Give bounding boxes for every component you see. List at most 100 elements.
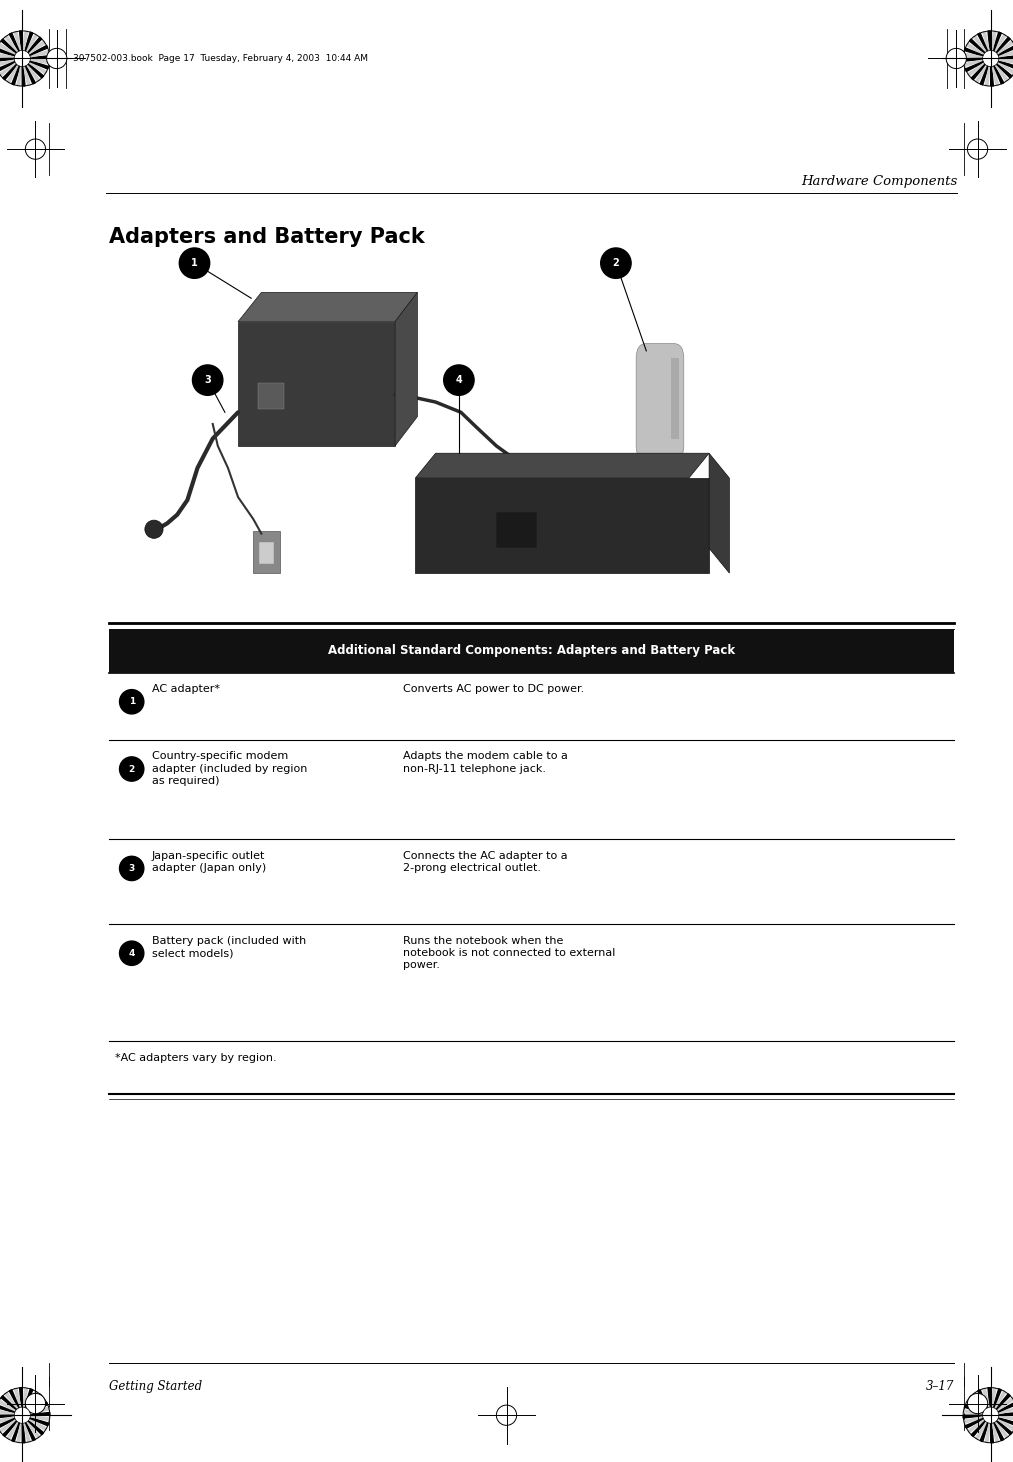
Text: Hardware Components: Hardware Components [801, 175, 957, 187]
Polygon shape [14, 1389, 20, 1408]
FancyBboxPatch shape [636, 344, 684, 461]
Text: 2: 2 [613, 259, 619, 268]
Polygon shape [976, 66, 987, 83]
Polygon shape [965, 61, 984, 72]
Polygon shape [0, 60, 14, 66]
Polygon shape [0, 1418, 15, 1428]
Polygon shape [28, 1421, 44, 1434]
Polygon shape [23, 1387, 27, 1408]
Text: *AC adapters vary by region.: *AC adapters vary by region. [115, 1053, 278, 1063]
Text: 2: 2 [129, 765, 135, 773]
Text: 3: 3 [205, 376, 211, 385]
Polygon shape [966, 44, 984, 54]
Ellipse shape [25, 139, 46, 159]
Text: 307502-003.book  Page 17  Tuesday, February 4, 2003  10:44 AM: 307502-003.book Page 17 Tuesday, Februar… [73, 54, 368, 63]
Polygon shape [981, 1423, 989, 1442]
Polygon shape [963, 1415, 983, 1418]
Polygon shape [12, 66, 20, 85]
Polygon shape [0, 63, 16, 76]
Polygon shape [30, 56, 50, 58]
Polygon shape [999, 56, 1013, 58]
Polygon shape [24, 66, 30, 85]
Polygon shape [0, 58, 14, 61]
Polygon shape [238, 292, 417, 322]
Text: Country-specific modem
adapter (included by region
as required): Country-specific modem adapter (included… [152, 751, 307, 787]
Polygon shape [986, 66, 990, 86]
Polygon shape [30, 51, 50, 57]
Polygon shape [995, 1421, 1008, 1439]
Polygon shape [992, 31, 996, 51]
Polygon shape [26, 34, 37, 51]
Polygon shape [981, 66, 989, 85]
Polygon shape [969, 1396, 985, 1409]
Ellipse shape [14, 50, 30, 67]
Polygon shape [983, 32, 989, 51]
Polygon shape [415, 453, 709, 478]
Polygon shape [5, 1392, 18, 1409]
Polygon shape [986, 1423, 990, 1443]
Polygon shape [3, 1421, 17, 1437]
Ellipse shape [983, 50, 999, 67]
Polygon shape [973, 1392, 987, 1409]
Text: Additional Standard Components: Adapters and Battery Pack: Additional Standard Components: Adapters… [328, 645, 735, 656]
Polygon shape [963, 1409, 983, 1414]
Polygon shape [964, 48, 984, 56]
Polygon shape [999, 1417, 1013, 1421]
Polygon shape [19, 31, 22, 50]
Polygon shape [998, 61, 1013, 69]
Polygon shape [963, 58, 983, 61]
Polygon shape [29, 1418, 49, 1425]
Polygon shape [998, 1402, 1013, 1412]
Polygon shape [999, 1412, 1013, 1415]
Polygon shape [17, 1423, 21, 1443]
FancyBboxPatch shape [258, 383, 284, 409]
FancyBboxPatch shape [253, 531, 280, 573]
Polygon shape [983, 1389, 989, 1408]
Polygon shape [993, 32, 1001, 51]
Polygon shape [999, 1408, 1013, 1414]
Polygon shape [5, 35, 18, 53]
Polygon shape [24, 1389, 32, 1408]
Polygon shape [29, 63, 47, 73]
Polygon shape [978, 1390, 988, 1408]
Polygon shape [3, 64, 17, 80]
Polygon shape [963, 1417, 983, 1423]
Polygon shape [996, 1393, 1010, 1409]
Polygon shape [23, 31, 27, 51]
Ellipse shape [946, 48, 966, 69]
Polygon shape [0, 1405, 15, 1412]
FancyBboxPatch shape [238, 322, 395, 446]
Text: Japan-specific outlet
adapter (Japan only): Japan-specific outlet adapter (Japan onl… [152, 851, 266, 873]
Polygon shape [0, 61, 15, 72]
Polygon shape [997, 64, 1012, 77]
Ellipse shape [967, 1393, 988, 1414]
Polygon shape [966, 1401, 984, 1411]
Polygon shape [995, 1390, 1006, 1408]
Polygon shape [30, 60, 50, 64]
Polygon shape [991, 1424, 994, 1443]
Polygon shape [29, 61, 49, 69]
Polygon shape [963, 53, 983, 57]
FancyBboxPatch shape [415, 478, 709, 573]
Polygon shape [9, 1390, 19, 1408]
Bar [109, 629, 954, 673]
Polygon shape [967, 1420, 985, 1433]
Polygon shape [30, 1412, 50, 1415]
Polygon shape [25, 1423, 35, 1440]
Polygon shape [994, 1423, 1004, 1440]
Polygon shape [965, 1418, 984, 1428]
Polygon shape [967, 63, 985, 76]
Polygon shape [28, 1398, 46, 1411]
Text: Adapters and Battery Pack: Adapters and Battery Pack [109, 227, 425, 247]
Text: Connects the AC adapter to a
2-prong electrical outlet.: Connects the AC adapter to a 2-prong ele… [403, 851, 568, 873]
Polygon shape [9, 34, 19, 51]
Ellipse shape [983, 1406, 999, 1424]
Polygon shape [995, 64, 1008, 82]
Ellipse shape [967, 139, 988, 159]
Text: Converts AC power to DC power.: Converts AC power to DC power. [403, 684, 585, 694]
Polygon shape [28, 41, 46, 54]
Polygon shape [30, 1408, 50, 1414]
Polygon shape [994, 66, 1004, 83]
Polygon shape [0, 53, 14, 57]
Ellipse shape [120, 690, 144, 713]
